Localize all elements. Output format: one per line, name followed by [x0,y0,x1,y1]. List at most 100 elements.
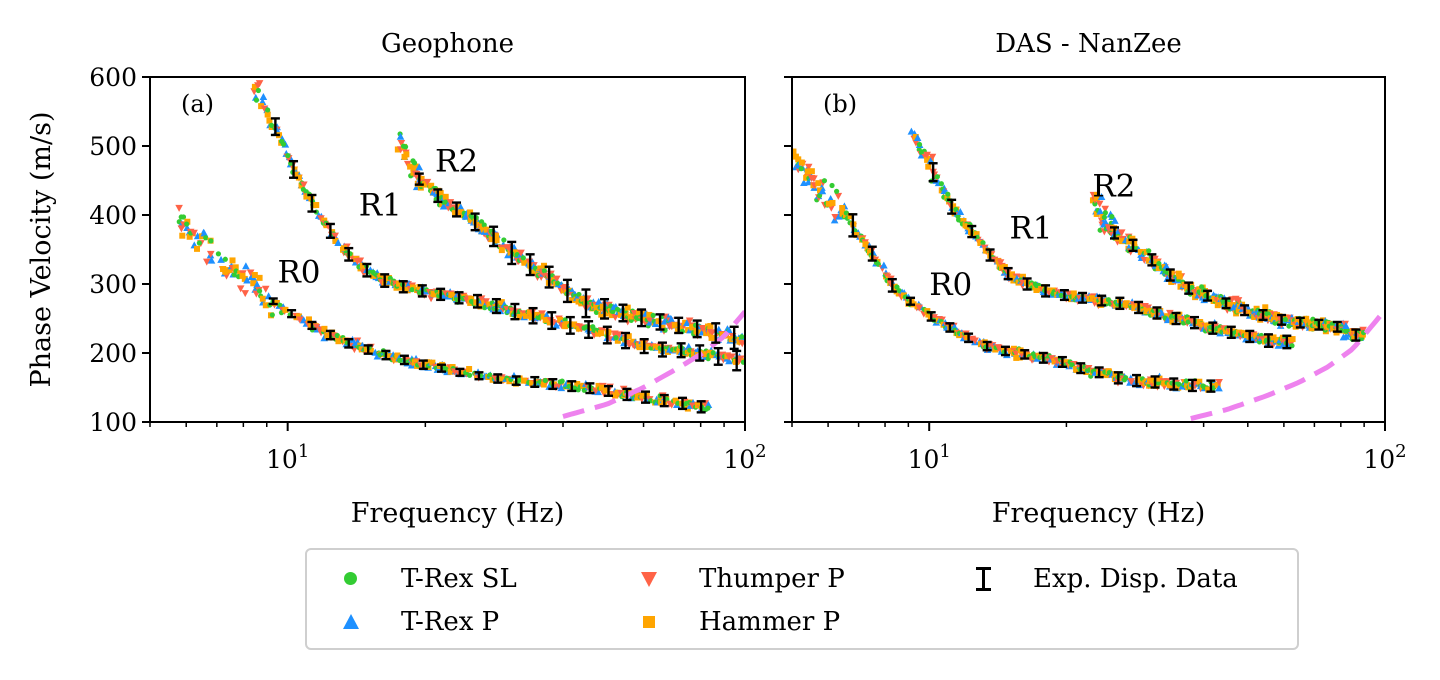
legend-marker-triangle-down [629,559,669,599]
data-point [980,240,986,246]
data-point [926,156,935,164]
data-point [203,235,209,241]
data-point [1176,273,1183,280]
data-point [521,259,528,266]
legend-marker-triangle-up [331,602,371,642]
errorbar [493,373,503,384]
data-point [269,312,275,318]
data-point [598,330,605,337]
data-point [412,163,419,170]
data-point [1214,381,1221,388]
data-point [404,287,411,294]
data-point [321,325,328,332]
errorbar [1206,379,1216,393]
data-point [1092,201,1098,207]
data-point [259,295,266,302]
data-point [736,355,745,363]
data-point [773,141,779,147]
data-point [775,130,783,137]
data-point [650,312,656,319]
data-point [639,392,646,399]
data-point [1144,304,1152,312]
data-point [541,268,548,274]
data-point [1298,320,1305,327]
data-point [1185,319,1191,325]
data-point [542,316,549,323]
data-point [725,357,733,365]
data-point [977,239,984,246]
data-point [334,239,342,247]
data-point [640,317,647,324]
data-point [728,336,735,343]
errorbar [1041,284,1051,298]
data-point [217,255,225,263]
data-point [523,312,530,319]
data-point [690,351,697,358]
data-point [207,256,216,264]
data-point [956,208,965,216]
data-point [194,245,201,252]
errorbar [1203,289,1213,302]
data-point [397,140,406,148]
data-point [1089,197,1096,204]
data-point [835,212,843,220]
data-point [486,301,493,308]
data-point [611,314,620,322]
errorbar [1110,226,1120,240]
data-point [738,340,745,348]
legend-item-hammer-p: Hammer P [629,602,840,642]
data-point [396,132,405,140]
panel-a: R0 R1 R2 100 200 300 400 500 600 101 102 Geophone Fr… [26,29,767,529]
errorbar [1152,306,1162,320]
data-point [594,297,603,305]
data-point [770,130,778,137]
mode-label-r0: R0 [277,255,320,291]
errorbar [659,393,669,408]
x-axis-label: Frequency (Hz) [351,498,564,529]
data-point [1155,380,1162,386]
data-point [613,335,619,341]
data-point [1093,195,1100,202]
data-point [305,316,312,323]
data-point [780,144,786,150]
data-point [520,255,526,261]
data-point [756,113,762,119]
data-point [356,257,365,265]
data-point [241,290,250,298]
scatter-points [175,80,745,413]
errorbar [1094,366,1104,379]
data-point [280,141,287,147]
data-point [624,304,631,311]
data-point [764,129,770,135]
errorbar [581,288,591,319]
data-point [1164,313,1171,320]
data-point [1156,260,1162,267]
data-point [253,280,261,288]
data-point [439,202,448,210]
errorbar [967,224,977,239]
legend-label: Hammer P [699,607,841,637]
errorbar [544,265,554,289]
data-point [798,166,804,172]
data-point [403,151,410,158]
data-point [296,316,304,324]
data-point [562,317,568,323]
data-point [342,337,349,344]
data-point [468,295,475,302]
data-point [973,231,980,238]
errorbar [1134,300,1144,315]
errorbar [454,291,464,305]
data-point [483,226,490,233]
errorbar [1277,313,1287,326]
errorbar [1295,316,1305,329]
errorbar [1282,334,1292,350]
data-point [481,299,488,306]
y-tick-label: 500 [89,132,137,161]
data-point [593,309,600,316]
errorbar [489,225,499,248]
errorbar [1184,281,1194,295]
data-point [1169,318,1176,325]
data-point [392,356,399,363]
data-point [912,133,919,140]
errorbar [362,262,372,278]
